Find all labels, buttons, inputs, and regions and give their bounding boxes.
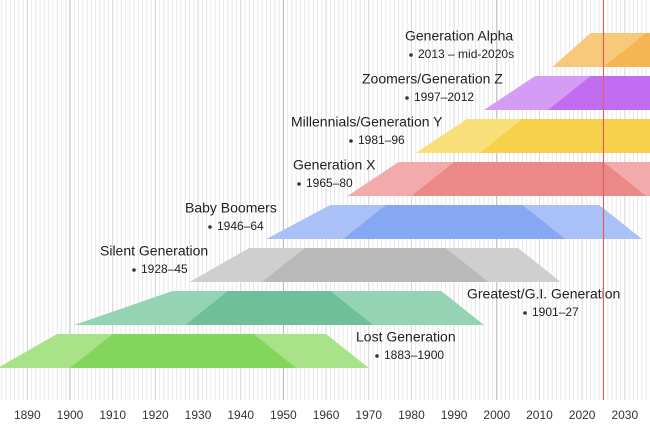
- x-tick-label: 1960: [313, 408, 340, 422]
- bullet: [405, 96, 409, 100]
- x-tick-label: 1970: [355, 408, 382, 422]
- generation-core: [479, 119, 650, 153]
- generation-core: [547, 76, 650, 110]
- generation-range: 1883–1900: [384, 348, 444, 362]
- generation-range: 2013 – mid-2020s: [418, 47, 514, 61]
- x-tick-label: 1910: [99, 408, 126, 422]
- generation-range: 1901–27: [532, 305, 579, 319]
- x-tick-label: 1920: [142, 408, 169, 422]
- generation-range: 1981–96: [358, 133, 405, 147]
- generation-name: Lost Generation: [356, 329, 456, 345]
- generation-name: Baby Boomers: [185, 200, 277, 216]
- generation-name: Zoomers/Generation Z: [362, 71, 503, 87]
- generation-core: [185, 291, 374, 325]
- bullet: [208, 225, 212, 229]
- bullet: [132, 268, 136, 272]
- x-tick-label: 2020: [569, 408, 596, 422]
- generation-name: Generation Alpha: [405, 28, 513, 44]
- generation-name: Greatest/G.I. Generation: [467, 286, 620, 302]
- minor-grid: [0, 0, 650, 400]
- x-tick-label: 1930: [185, 408, 212, 422]
- generation-core: [262, 248, 489, 282]
- generation-range: 1946–64: [217, 219, 264, 233]
- x-tick-label: 1990: [441, 408, 468, 422]
- x-tick-label: 1890: [14, 408, 41, 422]
- generation-core: [343, 205, 566, 239]
- bullet: [523, 311, 527, 315]
- generation-range: 1928–45: [141, 262, 188, 276]
- bullet: [297, 182, 301, 186]
- x-tick-label: 1940: [227, 408, 254, 422]
- generation-core: [411, 162, 647, 196]
- x-tick-label: 1980: [398, 408, 425, 422]
- x-tick-label: 2010: [526, 408, 553, 422]
- x-tick-label: 1900: [57, 408, 84, 422]
- generation-name: Generation X: [293, 157, 376, 173]
- bullet: [409, 53, 413, 57]
- x-tick-label: 2030: [611, 408, 638, 422]
- generation-core: [603, 33, 650, 67]
- generation-core: [69, 334, 297, 368]
- generation-range: 1965–80: [306, 176, 353, 190]
- generation-range: 1997–2012: [414, 90, 474, 104]
- x-tick-label: 2000: [483, 408, 510, 422]
- bullet: [375, 354, 379, 358]
- generation-name: Silent Generation: [100, 243, 208, 259]
- generation-name: Millennials/Generation Y: [291, 114, 443, 130]
- bullet: [349, 139, 353, 143]
- x-tick-label: 1950: [270, 408, 297, 422]
